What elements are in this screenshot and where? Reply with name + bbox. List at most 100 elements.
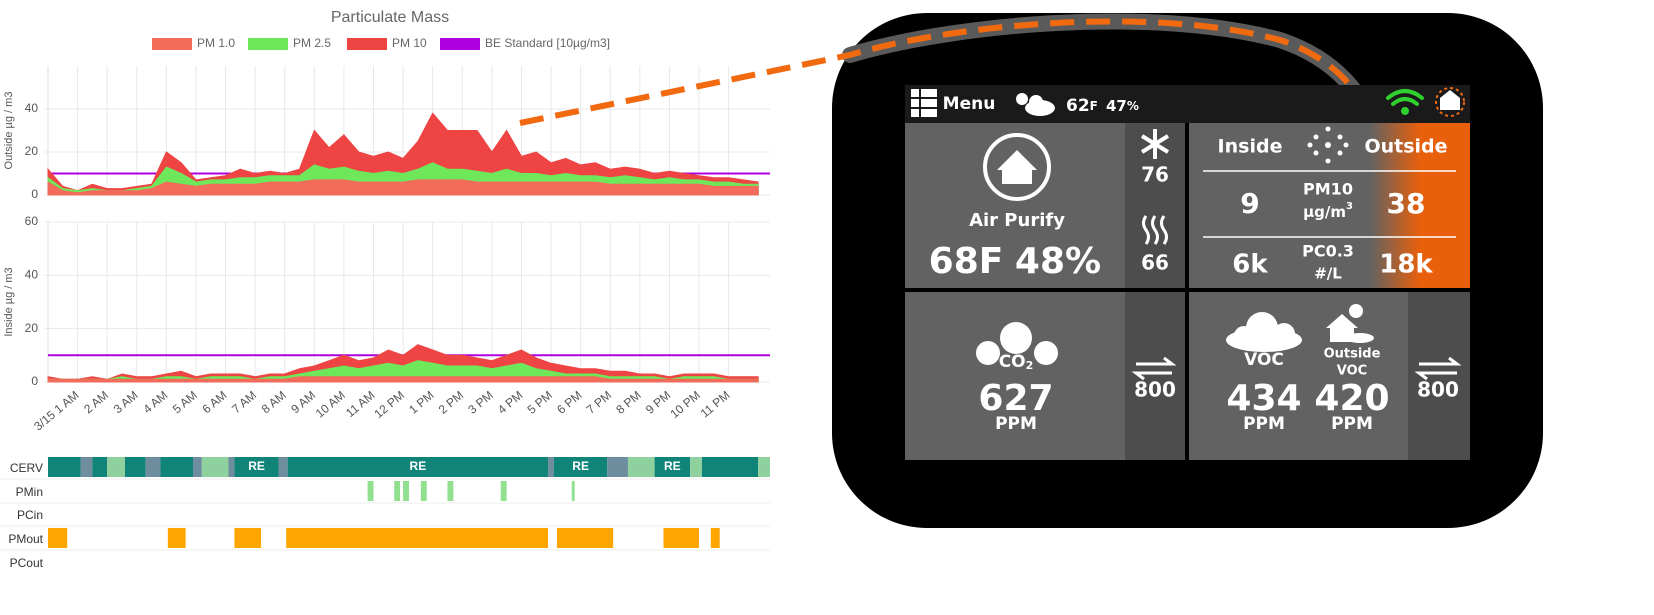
particle-icon xyxy=(1307,126,1349,164)
y-axis-title: Inside µg / m3 xyxy=(3,267,15,336)
segment-label: RE xyxy=(572,459,589,473)
status-segment xyxy=(607,457,628,477)
status-segment xyxy=(228,457,235,477)
x-tick-label: 11 AM xyxy=(343,388,377,420)
outside-highlight xyxy=(1370,123,1470,288)
pc-outside: 18k xyxy=(1379,250,1433,280)
legend-label: PM 2.5 xyxy=(293,36,331,50)
outside-voc-label2: VOC xyxy=(1337,364,1367,379)
top-bar xyxy=(905,85,1470,123)
status-segment xyxy=(701,457,759,477)
x-tick-label: 8 PM xyxy=(613,388,643,417)
status-segment xyxy=(287,457,549,477)
y-tick-label: 40 xyxy=(25,101,39,115)
status-segment xyxy=(160,457,193,477)
status-segment xyxy=(48,528,68,548)
chart-title: Particulate Mass xyxy=(331,9,449,26)
x-tick-label: 5 AM xyxy=(170,388,200,416)
status-segment xyxy=(690,457,702,477)
status-segment xyxy=(286,528,549,548)
x-tick-label: 2 AM xyxy=(81,388,111,416)
heat-setpoint[interactable]: 66 xyxy=(1141,251,1169,275)
area xyxy=(47,179,759,196)
outside-voc-value: 420 xyxy=(1314,378,1389,419)
x-tick-label: 10 PM xyxy=(667,388,703,421)
heat-icon xyxy=(1142,215,1168,245)
x-tick-label: 6 PM xyxy=(554,388,584,417)
status-segment xyxy=(124,457,146,477)
voc-setpoint[interactable]: 800 xyxy=(1417,378,1459,402)
status-segment xyxy=(663,528,699,548)
pm10-unit: µg/m3 xyxy=(1303,201,1353,221)
pc-label: PC0.3 xyxy=(1302,242,1354,261)
x-tick-label: 4 AM xyxy=(140,388,170,416)
x-tick-label: 6 AM xyxy=(200,388,230,416)
co2-label-sub: 2 xyxy=(1026,359,1034,372)
x-tick-label: 8 AM xyxy=(259,388,289,416)
status-segment xyxy=(710,528,720,548)
x-tick-label: 1 PM xyxy=(406,388,436,417)
x-tick-label: 5 PM xyxy=(525,388,555,417)
temp: 62 xyxy=(1066,96,1090,116)
weather-temp: 62F xyxy=(1066,96,1098,116)
outside-voc-icon xyxy=(1326,304,1374,343)
charts: 0 20 40 Outside µg / m3 0 20 40 60 Inside µg / m… xyxy=(0,36,770,570)
y-tick-label: 0 xyxy=(31,374,38,388)
status-segment xyxy=(48,457,81,477)
status-segment xyxy=(571,481,575,501)
tile-side xyxy=(1125,292,1185,460)
tile-side xyxy=(1408,292,1470,460)
humidity: 47 xyxy=(1106,97,1127,115)
voc-value: 434 xyxy=(1226,378,1301,419)
area xyxy=(47,112,759,196)
legend-label: PM 10 xyxy=(392,36,427,50)
y-tick-label: 40 xyxy=(25,268,39,282)
exchange-icon xyxy=(1131,356,1177,381)
status-segment xyxy=(201,457,229,477)
status-segment xyxy=(627,457,655,477)
connector xyxy=(519,18,1375,126)
purify-label[interactable]: Air Purify xyxy=(969,210,1065,231)
menu-icon[interactable] xyxy=(911,89,937,117)
purify-icon xyxy=(983,133,1051,201)
pc-inside: 6k xyxy=(1232,250,1268,280)
area xyxy=(47,376,759,383)
menu-label[interactable]: Menu xyxy=(943,94,996,114)
cool-setpoint[interactable]: 76 xyxy=(1141,163,1169,187)
status-segment xyxy=(192,457,202,477)
x-tick-label: 4 PM xyxy=(495,388,525,417)
tile xyxy=(905,292,1125,460)
status-segment xyxy=(500,481,507,501)
status-segment xyxy=(556,528,614,548)
row-label: PCin xyxy=(17,508,43,522)
legend-swatch xyxy=(440,38,480,50)
row-label: PMin xyxy=(16,485,43,499)
legend-swatch xyxy=(248,38,288,50)
y-tick-label: 20 xyxy=(25,144,39,158)
status-segment xyxy=(92,457,108,477)
co2-setpoint[interactable]: 800 xyxy=(1134,378,1176,402)
legend-label: BE Standard [10µg/m3] xyxy=(485,36,610,50)
pm10-inside: 9 xyxy=(1240,187,1259,220)
status-segment xyxy=(107,457,125,477)
unit-exp: 3 xyxy=(1346,201,1353,212)
temp-unit: F xyxy=(1090,99,1098,113)
x-tick-label: 3/15 1 AM xyxy=(31,388,81,433)
status-segment xyxy=(403,481,409,501)
tile xyxy=(905,123,1125,288)
y-axis-title: Outside µg / m3 xyxy=(3,92,15,170)
device-screen: Menu 62F 47% Air Purify 68F 48% 76 66 In… xyxy=(905,85,1470,460)
row-label: PMout xyxy=(8,532,43,546)
x-tick-label: 11 PM xyxy=(698,388,733,420)
pm10-outside: 38 xyxy=(1387,187,1426,220)
co2-label: CO2 xyxy=(999,352,1034,372)
segment-label: RE xyxy=(248,459,265,473)
status-segment xyxy=(420,481,427,501)
status-segment xyxy=(758,457,770,477)
co2-value: 627 xyxy=(978,378,1053,419)
co2-unit: PPM xyxy=(995,414,1037,434)
pc-unit: #/L xyxy=(1314,265,1342,283)
legend-swatch xyxy=(152,38,192,50)
status-segment xyxy=(278,457,288,477)
